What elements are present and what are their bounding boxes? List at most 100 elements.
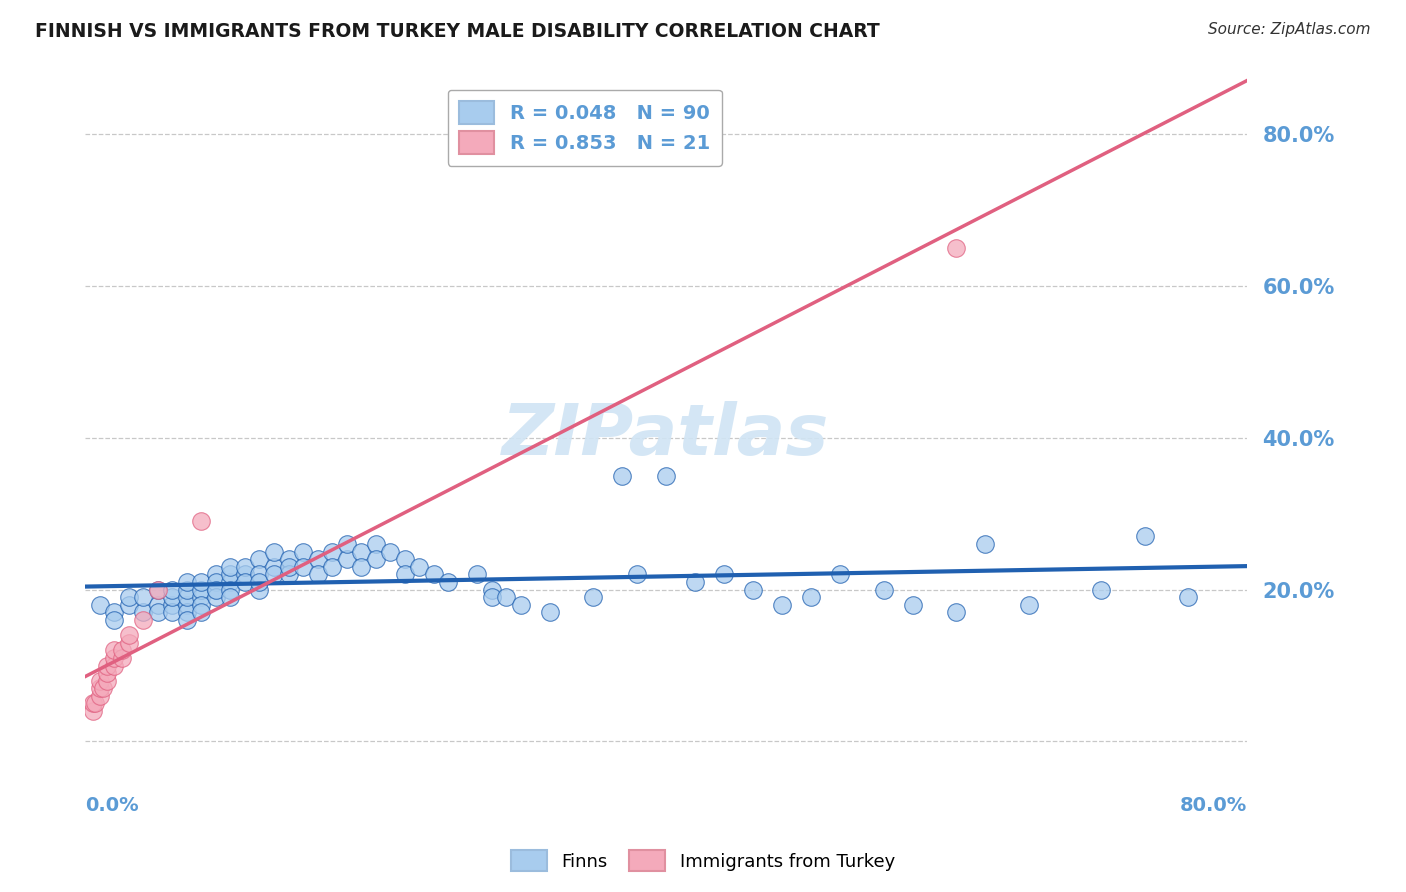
Point: [683, 574, 706, 589]
Point: [162, 582, 184, 597]
Legend: Finns, Immigrants from Turkey: Finns, Immigrants from Turkey: [503, 843, 903, 879]
Point: [219, 582, 242, 597]
Text: Source: ZipAtlas.com: Source: ZipAtlas.com: [1208, 22, 1371, 37]
Point: [249, 582, 271, 597]
Point: [205, 574, 228, 589]
Point: [219, 559, 242, 574]
Point: [162, 605, 184, 619]
Point: [770, 598, 793, 612]
Point: [263, 567, 285, 582]
Point: [1177, 590, 1199, 604]
Point: [84, 697, 107, 711]
Point: [176, 598, 198, 612]
Point: [103, 651, 125, 665]
Point: [481, 590, 503, 604]
Point: [103, 605, 125, 619]
Point: [350, 544, 373, 558]
Point: [219, 567, 242, 582]
Point: [263, 559, 285, 574]
Point: [292, 544, 315, 558]
Point: [118, 636, 141, 650]
Point: [335, 537, 357, 551]
Point: [89, 598, 111, 612]
Point: [364, 552, 387, 566]
Legend: R = 0.048   N = 90, R = 0.853   N = 21: R = 0.048 N = 90, R = 0.853 N = 21: [447, 89, 721, 166]
Point: [263, 544, 285, 558]
Text: FINNISH VS IMMIGRANTS FROM TURKEY MALE DISABILITY CORRELATION CHART: FINNISH VS IMMIGRANTS FROM TURKEY MALE D…: [35, 22, 880, 41]
Point: [481, 582, 503, 597]
Point: [110, 643, 132, 657]
Point: [96, 658, 118, 673]
Point: [190, 605, 212, 619]
Point: [146, 605, 169, 619]
Point: [364, 537, 387, 551]
Point: [509, 598, 531, 612]
Point: [103, 658, 125, 673]
Point: [538, 605, 561, 619]
Point: [974, 537, 997, 551]
Text: ZIPatlas: ZIPatlas: [502, 401, 830, 470]
Point: [233, 559, 256, 574]
Point: [162, 590, 184, 604]
Point: [626, 567, 648, 582]
Point: [321, 559, 343, 574]
Text: 80.0%: 80.0%: [1180, 796, 1247, 814]
Text: 0.0%: 0.0%: [86, 796, 139, 814]
Point: [713, 567, 735, 582]
Point: [146, 598, 169, 612]
Point: [190, 598, 212, 612]
Point: [132, 590, 155, 604]
Point: [176, 605, 198, 619]
Point: [219, 590, 242, 604]
Point: [118, 598, 141, 612]
Point: [830, 567, 852, 582]
Point: [945, 605, 967, 619]
Point: [219, 574, 242, 589]
Point: [292, 559, 315, 574]
Point: [205, 567, 228, 582]
Point: [118, 628, 141, 642]
Point: [277, 559, 299, 574]
Point: [132, 613, 155, 627]
Point: [176, 613, 198, 627]
Point: [103, 643, 125, 657]
Point: [190, 574, 212, 589]
Point: [378, 544, 401, 558]
Point: [437, 574, 460, 589]
Point: [465, 567, 488, 582]
Point: [335, 552, 357, 566]
Point: [394, 567, 416, 582]
Point: [205, 582, 228, 597]
Point: [612, 468, 634, 483]
Point: [408, 559, 430, 574]
Point: [394, 552, 416, 566]
Point: [91, 681, 114, 696]
Point: [89, 689, 111, 703]
Point: [89, 681, 111, 696]
Point: [190, 582, 212, 597]
Point: [1090, 582, 1112, 597]
Point: [582, 590, 605, 604]
Point: [176, 574, 198, 589]
Point: [277, 552, 299, 566]
Point: [350, 559, 373, 574]
Point: [872, 582, 894, 597]
Point: [96, 673, 118, 688]
Point: [176, 582, 198, 597]
Point: [307, 552, 329, 566]
Point: [176, 590, 198, 604]
Point: [146, 582, 169, 597]
Point: [118, 590, 141, 604]
Point: [800, 590, 823, 604]
Point: [190, 514, 212, 528]
Point: [162, 598, 184, 612]
Point: [205, 590, 228, 604]
Point: [103, 613, 125, 627]
Point: [110, 651, 132, 665]
Point: [205, 582, 228, 597]
Point: [422, 567, 444, 582]
Point: [307, 567, 329, 582]
Point: [321, 544, 343, 558]
Point: [277, 567, 299, 582]
Point: [742, 582, 765, 597]
